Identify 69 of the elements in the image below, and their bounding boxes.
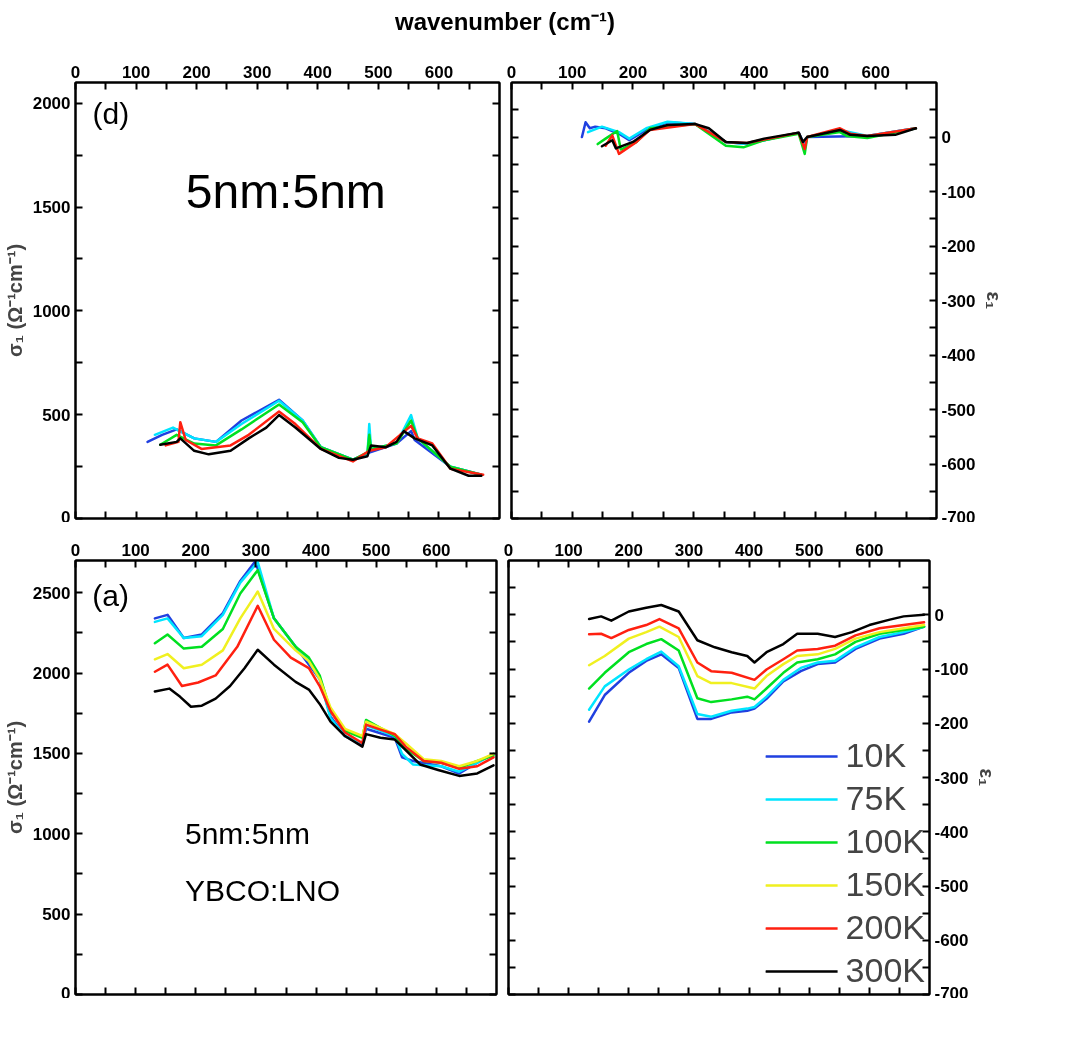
y-tick-label: -100 xyxy=(941,182,976,202)
y-tick-label: 1500 xyxy=(32,744,71,764)
annotation: YBCO:LNO xyxy=(184,873,341,907)
legend-label: 75K xyxy=(845,779,907,818)
x-tick-label: 0 xyxy=(503,540,514,560)
x-tick-label: 200 xyxy=(618,62,648,82)
legend-label: 300K xyxy=(845,951,925,990)
annotation: (a) xyxy=(92,578,130,612)
x-tick-label: 500 xyxy=(800,62,830,82)
legend-label: 150K xyxy=(845,865,925,904)
y-tick-label: 1000 xyxy=(32,301,71,321)
annotation: (d) xyxy=(92,96,130,130)
y-tick-label: -500 xyxy=(941,400,976,420)
legend-label: 10K xyxy=(845,736,907,775)
y-tick-label: 500 xyxy=(42,905,71,925)
annotation: 5nm:5nm xyxy=(184,817,311,851)
x-tick-label: 400 xyxy=(301,540,331,560)
y-tick-label: -600 xyxy=(941,455,976,474)
y-tick-label: 2000 xyxy=(32,94,71,114)
y-tick-label: -400 xyxy=(941,346,976,365)
y-tick-label: 1000 xyxy=(32,824,71,844)
y-tick-label: 2000 xyxy=(32,664,71,684)
x-tick-label: 100 xyxy=(121,540,150,560)
x-tick-label: 500 xyxy=(364,62,393,82)
y-tick-label: -700 xyxy=(934,983,969,1003)
y-tick-label: 500 xyxy=(42,405,71,425)
x-tick-label: 500 xyxy=(795,540,824,560)
x-tick-label: 200 xyxy=(614,540,643,560)
y-tick-label: -400 xyxy=(934,822,969,842)
y-tick-label: 0 xyxy=(61,507,71,527)
x-tick-label: 100 xyxy=(558,62,587,82)
x-tick-label: 200 xyxy=(182,62,211,82)
y-tick-label: -600 xyxy=(934,931,969,951)
x-tick-label: 600 xyxy=(861,62,890,82)
y-tick-label: -200 xyxy=(941,237,976,256)
y-tick-label: -300 xyxy=(941,291,976,311)
x-tick-label: 0 xyxy=(506,62,517,82)
x-tick-label: 400 xyxy=(734,540,764,560)
x-tick-label: 400 xyxy=(303,62,332,82)
y-tick-label: -200 xyxy=(934,714,969,734)
y-axis-title: ε₁ xyxy=(982,291,1005,310)
x-tick-label: 600 xyxy=(855,540,884,560)
legend-label: 100K xyxy=(845,822,925,861)
y-tick-label: 2500 xyxy=(32,583,71,603)
y-axis-title: σ₁ (Ω⁻¹cm⁻¹) xyxy=(3,720,26,835)
y-tick-label: -100 xyxy=(934,660,969,679)
y-tick-label: -500 xyxy=(934,877,969,896)
y-tick-label: 0 xyxy=(61,983,71,1003)
x-tick-label: 300 xyxy=(674,540,704,560)
x-tick-label: 100 xyxy=(121,62,151,82)
annotation: 5nm:5nm xyxy=(185,165,386,218)
y-tick-label: 0 xyxy=(941,128,951,147)
x-tick-label: 300 xyxy=(243,62,272,82)
y-axis-title: σ₁ (Ω⁻¹cm⁻¹) xyxy=(3,243,26,358)
x-tick-label: 600 xyxy=(422,540,451,560)
y-tick-label: 1500 xyxy=(32,198,71,218)
y-tick-label: -300 xyxy=(934,768,969,788)
x-tick-label: 300 xyxy=(679,62,708,82)
y-tick-label: 0 xyxy=(934,605,944,625)
x-tick-label: 400 xyxy=(740,62,769,82)
x-tick-label: 200 xyxy=(181,540,210,560)
y-tick-label: -700 xyxy=(941,507,976,527)
x-tick-label: 300 xyxy=(241,540,271,560)
x-tick-label: 600 xyxy=(424,62,454,82)
legend-label: 200K xyxy=(845,908,925,947)
x-tick-label: 500 xyxy=(362,540,391,560)
x-tick-label: 100 xyxy=(554,540,583,560)
y-axis-title: ε₁ xyxy=(975,768,998,787)
chart-title: wavenumber (cm⁻¹) xyxy=(394,7,616,37)
